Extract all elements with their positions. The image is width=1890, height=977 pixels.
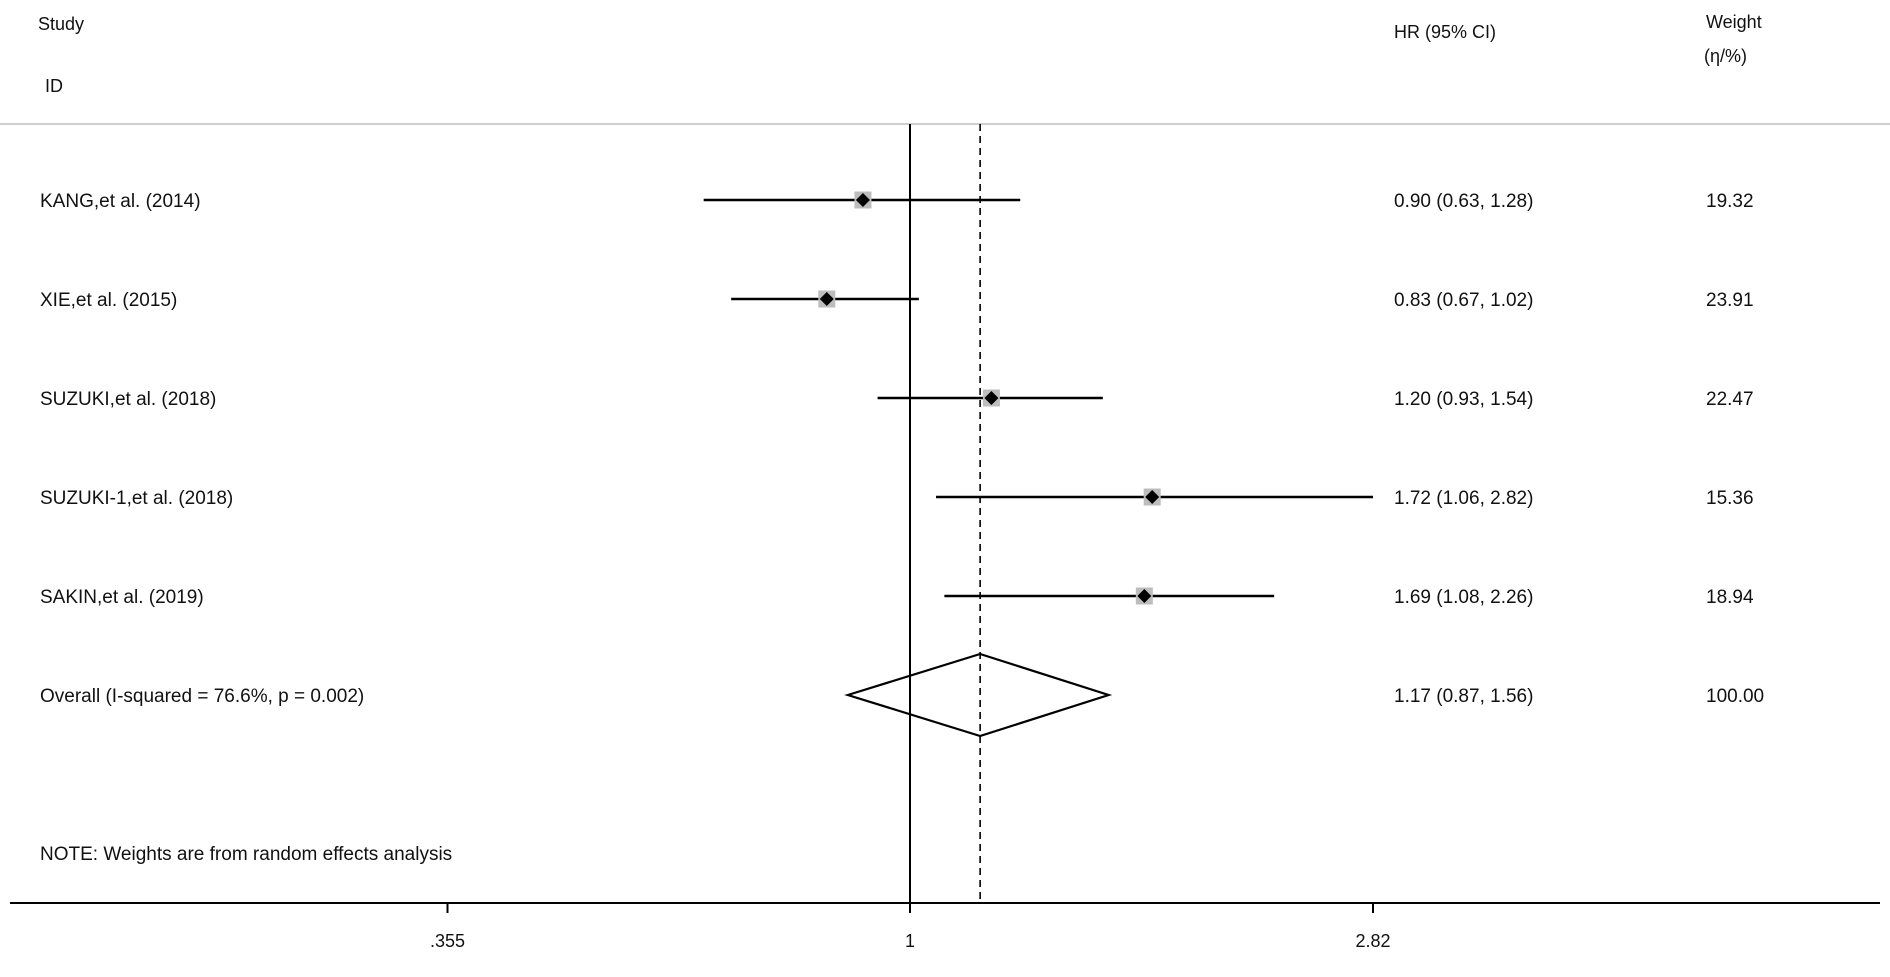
study-row: SAKIN,et al. (2019) 1.69 (1.08, 2.26) 18.9… (40, 587, 1754, 608)
header-weight: Weight (1706, 12, 1762, 32)
hr-ci-text: 1.20 (0.93, 1.54) (1394, 389, 1533, 410)
study-label: KANG,et al. (2014) (40, 191, 201, 212)
point-estimate (819, 292, 834, 306)
weight-text: 19.32 (1706, 191, 1754, 212)
x-tick-label: 2.82 (1355, 931, 1390, 951)
header-hr: HR (95% CI) (1394, 22, 1496, 42)
weight-text: 18.94 (1706, 587, 1754, 608)
header-study: Study (38, 14, 84, 34)
point-estimate (855, 193, 870, 207)
hr-ci-text: 1.72 (1.06, 2.82) (1394, 488, 1533, 509)
study-row: SUZUKI-1,et al. (2018) 1.72 (1.06, 2.82) 1… (40, 488, 1754, 509)
study-row: SUZUKI,et al. (2018) 1.20 (0.93, 1.54) 22.… (40, 389, 1754, 410)
weight-text: 22.47 (1706, 389, 1754, 410)
point-estimate (1145, 490, 1160, 504)
point-estimate (984, 391, 999, 405)
study-row: XIE,et al. (2015) 0.83 (0.67, 1.02) 23.91 (40, 290, 1754, 311)
hr-ci-text: 0.83 (0.67, 1.02) (1394, 290, 1533, 311)
overall-label: Overall (I-squared = 76.6%, p = 0.002) (40, 686, 364, 707)
x-tick-label: 1 (905, 931, 915, 951)
header-weight-unit: (η/%) (1704, 46, 1747, 66)
point-estimate (1137, 589, 1152, 603)
study-label: SAKIN,et al. (2019) (40, 587, 204, 608)
study-label: SUZUKI,et al. (2018) (40, 389, 216, 410)
hr-ci-text: 0.90 (0.63, 1.28) (1394, 191, 1533, 212)
overall-weight-text: 100.00 (1706, 686, 1764, 707)
study-label: SUZUKI-1,et al. (2018) (40, 488, 233, 509)
x-tick-label: .355 (430, 931, 465, 951)
weight-text: 15.36 (1706, 488, 1754, 509)
note-text: NOTE: Weights are from random effects an… (40, 844, 452, 865)
hr-ci-text: 1.69 (1.08, 2.26) (1394, 587, 1533, 608)
header-id: ID (45, 76, 63, 96)
study-label: XIE,et al. (2015) (40, 290, 177, 311)
weight-text: 23.91 (1706, 290, 1754, 311)
overall-diamond (844, 652, 1113, 738)
overall-hr-ci-text: 1.17 (0.87, 1.56) (1394, 686, 1533, 707)
study-row: KANG,et al. (2014) 0.90 (0.63, 1.28) 19.32 (40, 191, 1754, 212)
